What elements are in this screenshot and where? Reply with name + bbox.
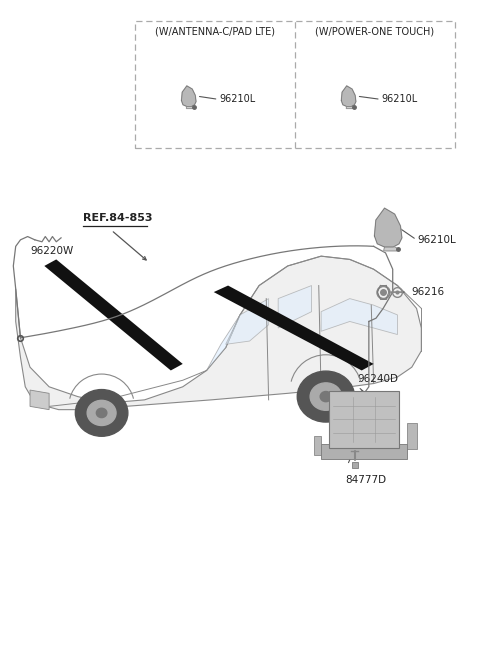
- FancyBboxPatch shape: [314, 436, 321, 455]
- Polygon shape: [181, 86, 196, 106]
- Text: 96210L: 96210L: [219, 94, 256, 104]
- FancyBboxPatch shape: [329, 392, 399, 447]
- Polygon shape: [214, 285, 373, 371]
- Polygon shape: [384, 247, 397, 251]
- Polygon shape: [341, 86, 356, 106]
- Text: 96210L: 96210L: [382, 94, 418, 104]
- Ellipse shape: [297, 371, 355, 422]
- Text: (W/ANTENNA-C/PAD LTE): (W/ANTENNA-C/PAD LTE): [155, 26, 275, 36]
- FancyBboxPatch shape: [407, 422, 417, 449]
- Ellipse shape: [96, 408, 107, 418]
- Polygon shape: [16, 256, 421, 409]
- Polygon shape: [278, 285, 312, 328]
- Text: 96220W: 96220W: [30, 247, 73, 256]
- Polygon shape: [226, 298, 269, 344]
- Text: REF.84-853: REF.84-853: [83, 213, 152, 224]
- Polygon shape: [321, 298, 397, 335]
- Text: (W/POWER-ONE TOUCH): (W/POWER-ONE TOUCH): [315, 26, 434, 36]
- Polygon shape: [44, 259, 183, 371]
- Ellipse shape: [310, 383, 342, 410]
- Polygon shape: [186, 106, 193, 108]
- FancyBboxPatch shape: [321, 444, 407, 459]
- Polygon shape: [374, 208, 402, 247]
- Polygon shape: [346, 106, 353, 108]
- Ellipse shape: [87, 400, 116, 426]
- Ellipse shape: [75, 390, 128, 436]
- Polygon shape: [206, 315, 240, 371]
- Text: 96240D: 96240D: [357, 373, 398, 384]
- Polygon shape: [30, 390, 49, 409]
- Text: 84777D: 84777D: [345, 475, 386, 485]
- Text: 96210L: 96210L: [418, 235, 456, 245]
- Text: 96216: 96216: [412, 287, 445, 297]
- Ellipse shape: [320, 392, 332, 401]
